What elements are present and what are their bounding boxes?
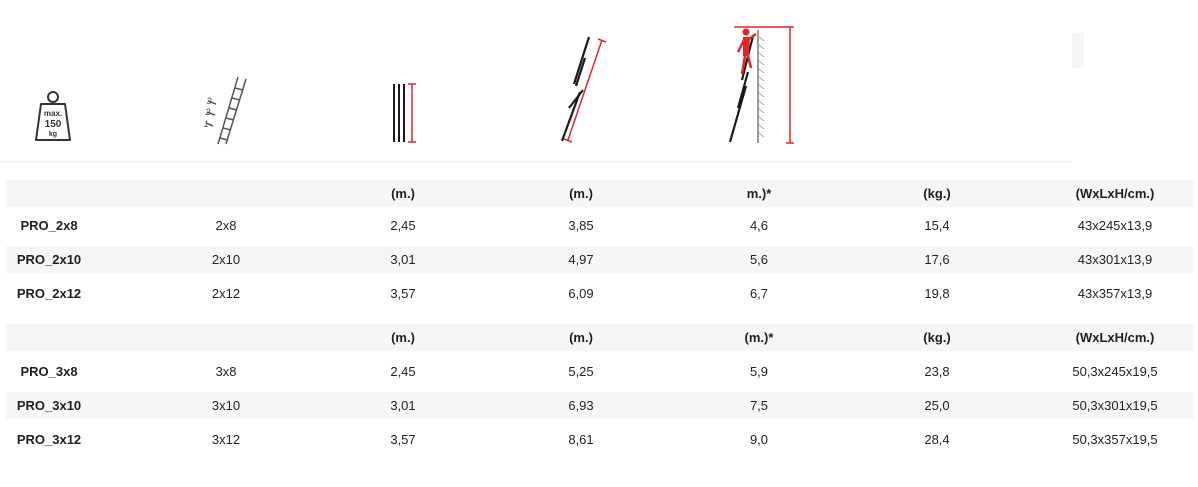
model-cell: PRO_2x12 [16, 286, 82, 301]
model-cell: PRO_2x10 [16, 252, 82, 267]
extended-length-cell: 6,93 [568, 398, 594, 413]
placeholder-box [1072, 33, 1084, 68]
sections-cell: 2x8 [215, 218, 237, 233]
weight-cell: 17,6 [924, 252, 950, 267]
dimensions-cell: 50,3x301x19,5 [1072, 398, 1158, 413]
sections-cell: 3x10 [211, 398, 241, 413]
table-row: PRO_3x8 3x8 2,45 5,25 5,9 23,8 50,3x245x… [6, 358, 1194, 385]
closed-height-cell: 3,01 [390, 398, 416, 413]
header-cell-closed-height: (m.) [391, 186, 415, 201]
weight-150kg-icon: max. 150 kg [35, 91, 71, 141]
weight-cell: 19,8 [924, 286, 950, 301]
working-height-icon [728, 26, 794, 144]
model-cell: PRO_3x10 [16, 398, 82, 413]
sections-cell: 2x12 [211, 286, 241, 301]
header-divider [0, 161, 1072, 162]
extended-length-cell: 5,25 [568, 364, 594, 379]
working-height-cell: 7,5 [749, 398, 769, 413]
table-row: PRO_3x10 3x10 3,01 6,93 7,5 25,0 50,3x30… [6, 392, 1194, 419]
sections-label-1: 1 [203, 119, 208, 129]
header-cell-extended-length: (m.) [569, 330, 593, 345]
header-cell-model [6, 180, 92, 207]
model-cell: PRO_3x12 [16, 432, 82, 447]
working-height-cell: 5,9 [749, 364, 769, 379]
table-row: PRO_2x8 2x8 2,45 3,85 4,6 15,4 43x245x13… [6, 212, 1194, 239]
sections-cell: 3x8 [215, 364, 237, 379]
sections-cell: 3x12 [211, 432, 241, 447]
header-cell-model [6, 324, 92, 351]
closed-height-cell: 2,45 [390, 364, 416, 379]
working-height-cell: 6,7 [749, 286, 769, 301]
closed-height-cell: 2,45 [390, 218, 416, 233]
table-header-row: (m.) (m.) m.)* (kg.) (WxLxH/cm.) [6, 180, 1194, 207]
weight-cell: 28,4 [924, 432, 950, 447]
weight-cell: 25,0 [924, 398, 950, 413]
header-cell-weight: (kg.) [923, 330, 951, 345]
header-cell-dimensions: (WxLxH/cm.) [1075, 186, 1155, 201]
weight-line-1: max. [44, 109, 62, 118]
closed-height-cell: 3,57 [390, 286, 416, 301]
sections-cell: 2x10 [211, 252, 241, 267]
header-cell-working-height: m.)* [746, 186, 772, 201]
sections-label-2: 2 [204, 107, 210, 117]
header-cell-weight: (kg.) [923, 186, 951, 201]
extended-length-cell: 8,61 [568, 432, 594, 447]
header-cell-sections [166, 324, 286, 351]
dimensions-cell: 50,3x357x19,5 [1072, 432, 1158, 447]
header-cell-extended-length: (m.) [569, 186, 593, 201]
header-cell-sections [166, 180, 286, 207]
ladder-sections-icon: 3 2 1 [203, 76, 247, 145]
closed-height-cell: 3,57 [390, 432, 416, 447]
weight-cell: 15,4 [924, 218, 950, 233]
model-cell: PRO_3x8 [20, 364, 78, 379]
working-height-cell: 4,6 [749, 218, 769, 233]
extended-length-cell: 3,85 [568, 218, 594, 233]
model-cell: PRO_2x8 [20, 218, 78, 233]
extended-length-cell: 4,97 [568, 252, 594, 267]
table-row: PRO_2x12 2x12 3,57 6,09 6,7 19,8 43x357x… [6, 280, 1194, 307]
dimensions-cell: 43x301x13,9 [1077, 252, 1153, 267]
closed-height-icon [393, 83, 416, 143]
dimensions-cell: 43x245x13,9 [1077, 218, 1153, 233]
header-cell-dimensions: (WxLxH/cm.) [1075, 330, 1155, 345]
dimensions-cell: 50,3x245x19,5 [1072, 364, 1158, 379]
header-cell-closed-height: (m.) [391, 330, 415, 345]
extended-length-icon [560, 36, 607, 143]
dimensions-cell: 43x357x13,9 [1077, 286, 1153, 301]
weight-line-2: 150 [45, 119, 62, 130]
extended-length-cell: 6,09 [568, 286, 594, 301]
working-height-cell: 9,0 [749, 432, 769, 447]
table-row: PRO_2x10 2x10 3,01 4,97 5,6 17,6 43x301x… [6, 246, 1194, 273]
table-header-row: (m.) (m.) (m.)* (kg.) (WxLxH/cm.) [6, 324, 1194, 351]
working-height-cell: 5,6 [749, 252, 769, 267]
table-row: PRO_3x12 3x12 3,57 8,61 9,0 28,4 50,3x35… [6, 426, 1194, 453]
sections-label-3: 3 [206, 96, 211, 106]
header-cell-working-height: (m.)* [744, 330, 774, 345]
closed-height-cell: 3,01 [390, 252, 416, 267]
weight-cell: 23,8 [924, 364, 950, 379]
weight-line-3: kg [49, 131, 57, 138]
